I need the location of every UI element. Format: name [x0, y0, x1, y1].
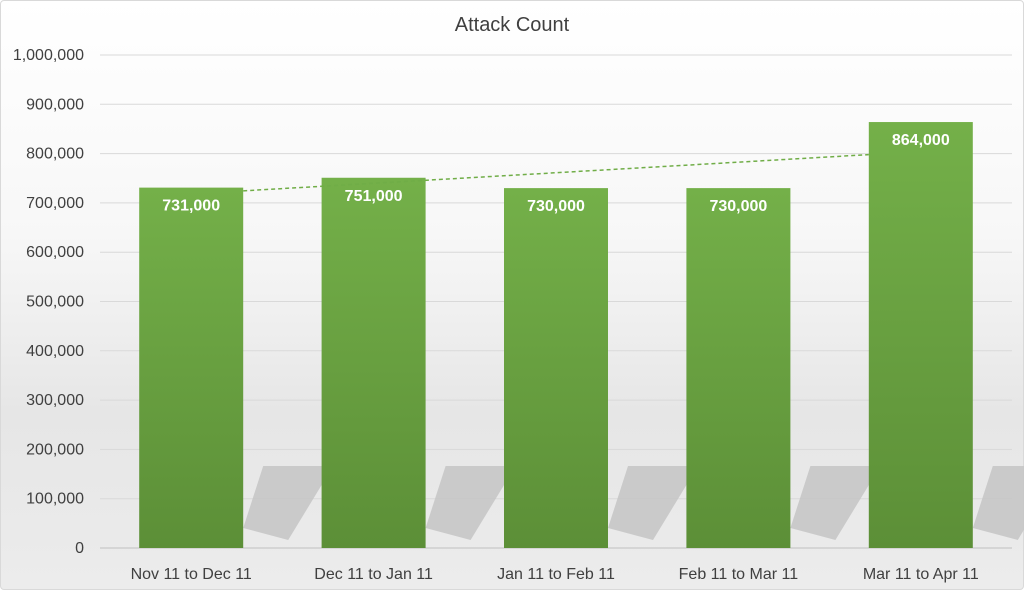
bar-shadow — [243, 466, 334, 540]
y-tick-label: 300,000 — [26, 392, 84, 409]
y-tick-label: 1,000,000 — [13, 47, 84, 64]
data-label: 730,000 — [709, 198, 767, 215]
bar-shadow — [790, 466, 881, 540]
y-tick-label: 900,000 — [26, 96, 84, 113]
bar — [504, 188, 608, 549]
x-tick-label: Jan 11 to Feb 11 — [497, 566, 615, 583]
x-tick-label: Mar 11 to Apr 11 — [863, 566, 979, 583]
bar — [686, 188, 791, 549]
y-tick-label: 0 — [75, 540, 84, 557]
y-tick-label: 200,000 — [26, 441, 84, 458]
x-tick-label: Feb 11 to Mar 11 — [679, 566, 799, 583]
x-tick-label: Dec 11 to Jan 11 — [314, 566, 433, 583]
y-tick-label: 400,000 — [26, 343, 84, 360]
bar-shadow — [425, 466, 516, 540]
data-label: 864,000 — [892, 132, 950, 149]
y-tick-label: 500,000 — [26, 294, 84, 311]
data-label: 751,000 — [345, 188, 403, 205]
y-tick-label: 600,000 — [26, 244, 84, 261]
y-tick-label: 700,000 — [26, 195, 84, 212]
bar — [868, 122, 973, 548]
bar — [321, 177, 426, 548]
y-tick-label: 100,000 — [26, 491, 84, 508]
data-label: 731,000 — [162, 198, 220, 215]
bar-shadow — [972, 466, 1024, 540]
data-label: 730,000 — [527, 198, 585, 215]
trendline — [243, 153, 869, 192]
bar-shadow — [608, 466, 698, 540]
y-tick-label: 800,000 — [26, 146, 84, 163]
bar — [139, 187, 244, 548]
x-tick-label: Nov 11 to Dec 11 — [131, 566, 252, 583]
chart-title: Attack Count — [455, 14, 570, 36]
